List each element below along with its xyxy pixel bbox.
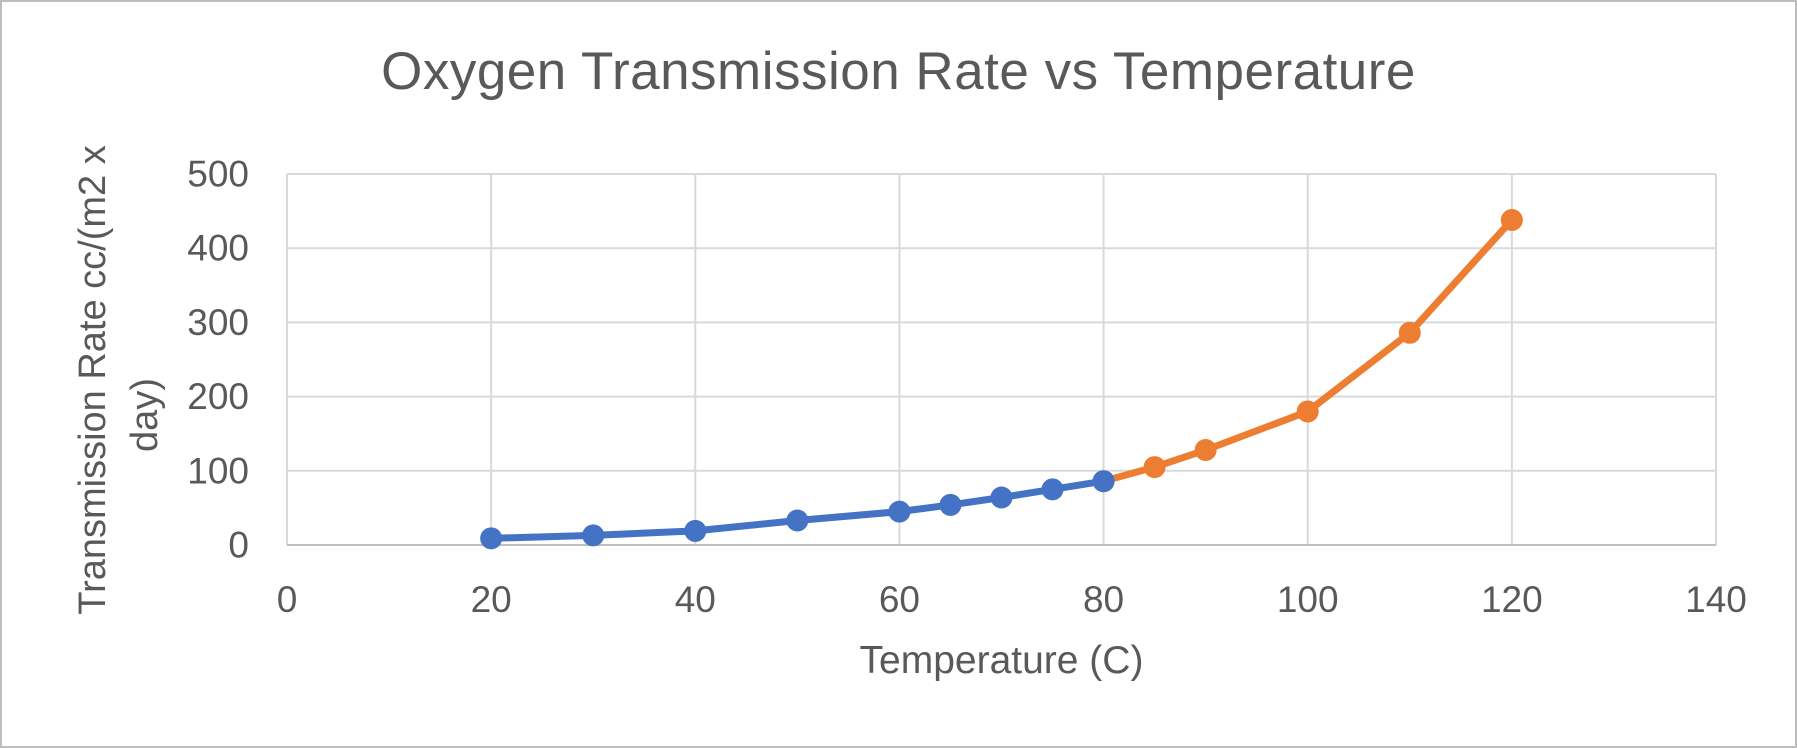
data-point-marker-series-1 [888,500,911,523]
y-tick-label: 100 [187,450,249,491]
x-tick-label: 20 [471,579,512,620]
x-tick-label: 0 [277,579,298,620]
data-point-marker-series-2 [1296,400,1319,423]
x-tick-label: 80 [1083,579,1124,620]
x-tick-label: 120 [1481,579,1543,620]
data-point-marker-series-1 [1041,478,1064,501]
y-tick-label: 200 [187,376,249,417]
x-tick-label: 100 [1277,579,1339,620]
data-point-marker-series-2 [1398,321,1421,344]
data-point-marker-series-2 [1500,209,1523,232]
data-point-marker-series-1 [480,527,503,550]
y-axis-title-line-2: day) [124,378,166,452]
data-point-marker-series-1 [1092,470,1115,493]
y-tick-label: 0 [228,525,249,566]
y-tick-label: 400 [187,228,249,269]
x-tick-label: 60 [879,579,920,620]
data-point-marker-series-1 [684,519,707,542]
data-point-marker-series-1 [939,493,962,516]
x-tick-label: 140 [1685,579,1747,620]
x-tick-label: 40 [675,579,716,620]
y-axis-title-line-1: Transmission Rate cc/(m2 x [72,145,114,614]
x-axis-title: Temperature (C) [860,639,1144,682]
data-point-marker-series-2 [1143,456,1166,479]
chart-title: Oxygen Transmission Rate vs Temperature [381,42,1416,101]
y-tick-label: 300 [187,302,249,343]
data-point-marker-series-1 [786,509,809,532]
data-point-marker-series-2 [1194,439,1217,462]
y-tick-label: 500 [187,154,249,195]
data-point-marker-series-1 [582,524,605,547]
data-point-marker-series-1 [990,486,1013,509]
